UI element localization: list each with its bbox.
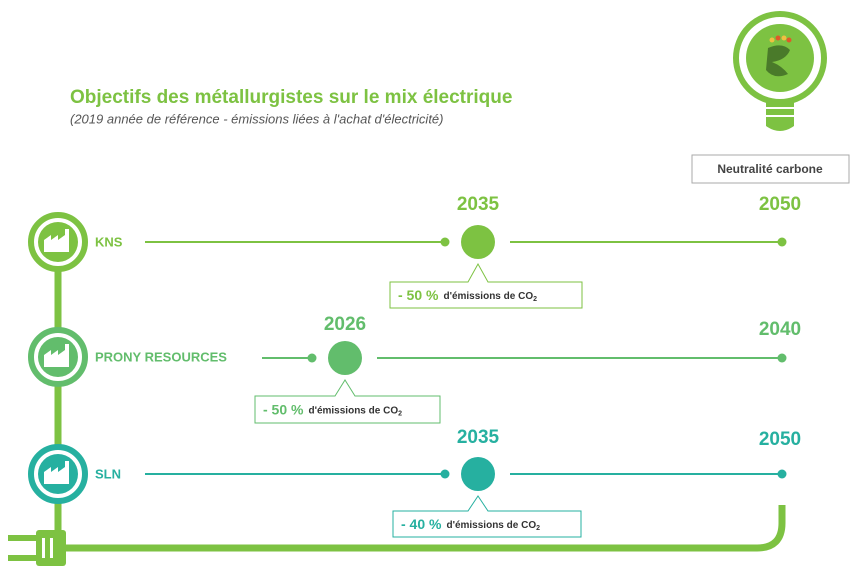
bulb-icon	[733, 11, 827, 131]
milestone-year: 2035	[457, 194, 500, 215]
subscript: 2	[533, 296, 537, 303]
subscript: 2	[398, 410, 402, 417]
factory-icon	[44, 461, 69, 484]
milestone	[461, 457, 495, 491]
factory-icon	[44, 344, 69, 367]
callout-box	[254, 379, 441, 424]
target-year: 2050	[759, 429, 801, 450]
reduction-text: d'émissions de CO	[446, 520, 536, 531]
reduction: - 50 %	[398, 287, 439, 303]
timeline-dot	[440, 469, 450, 479]
reduction: - 40 %	[401, 516, 442, 532]
timeline-dot	[440, 237, 450, 247]
site-name: SLN	[95, 466, 121, 481]
site-name: KNS	[95, 234, 123, 249]
callout: - 40 % d'émissions de CO2	[401, 516, 540, 532]
timeline-dot	[777, 469, 787, 479]
target-year: 2040	[759, 319, 801, 340]
reduction-text: d'émissions de CO	[308, 405, 398, 416]
timeline-dot	[307, 353, 317, 363]
callout-box	[392, 495, 582, 538]
cable	[58, 505, 786, 552]
badge-box	[691, 154, 850, 184]
milestone-year: 2026	[324, 314, 366, 335]
callout: - 50 % d'émissions de CO2	[398, 287, 537, 303]
badge: Neutralité carbone	[717, 162, 823, 176]
subscript: 2	[536, 525, 540, 532]
milestone	[461, 225, 495, 259]
plug-icon	[8, 530, 66, 566]
timeline-dot	[777, 237, 787, 247]
reduction: - 50 %	[263, 401, 304, 417]
target-year: 2050	[759, 194, 801, 215]
callout: - 50 % d'émissions de CO2	[263, 401, 402, 417]
milestone	[328, 341, 362, 375]
title: Objectifs des métallurgistes sur le mix …	[70, 87, 512, 108]
site-name: PRONY RESOURCES	[95, 349, 227, 364]
factory-icon	[44, 229, 69, 252]
callout-box	[389, 262, 583, 309]
reduction-text: d'émissions de CO	[443, 291, 533, 302]
subtitle: (2019 année de référence - émissions lié…	[70, 111, 444, 126]
milestone-year: 2035	[457, 427, 500, 448]
timeline-dot	[777, 353, 787, 363]
